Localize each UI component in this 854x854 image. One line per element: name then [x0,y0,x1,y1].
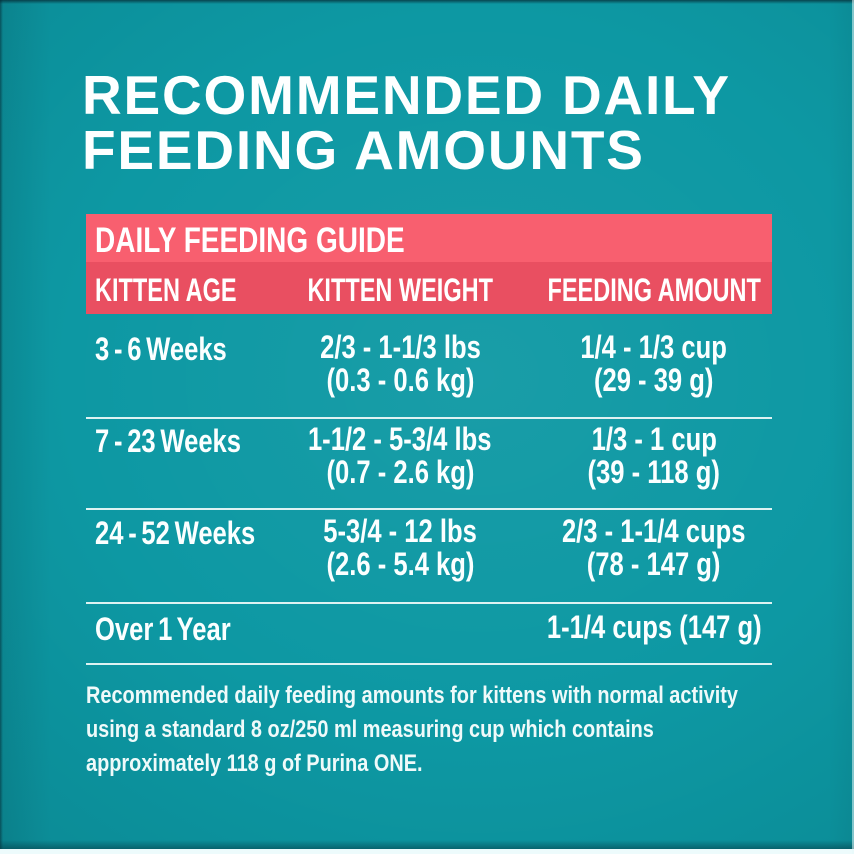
row1-amount-g: (29 - 39 g) [594,362,714,398]
row2-age: 7 - 23 Weeks [95,423,242,459]
photo-edge-bottom-shadow [0,840,854,849]
photo-edge-left [0,0,3,854]
row3-weight-kg: (2.6 - 5.4 kg) [326,546,474,582]
footnote: Recommended daily feeding amounts for ki… [86,679,854,781]
table-row-4: Over 1 Year 1-1/4 cups (147 g) [86,611,772,648]
footnote-line1: Recommended daily feeding amounts for ki… [86,682,738,709]
footnote-line3: approximately 118 g of Purina ONE. [86,750,423,777]
row1-amount-cups: 1/4 - 1/3 cup [580,329,728,365]
page-title-line2: FEEDING AMOUNTS [82,119,645,181]
row2-amount-g: (39 - 118 g) [587,454,721,490]
row3-amount-cups: 2/3 - 1-1/4 cups [562,513,746,549]
column-header-kitten-weight: KITTEN WEIGHT [307,271,493,308]
row-separator-2 [86,508,772,510]
guide-table-body: 3 - 6 Weeks 2/3 - 1-1/3 lbs (0.3 - 0.6 kg… [86,314,772,665]
guide-banner-title: DAILY FEEDING GUIDE [95,221,405,260]
photo-edge-bottom-highlight [0,849,854,854]
photo-edge-right [852,0,854,854]
row4-age: Over 1 Year [95,611,231,647]
page-title: RECOMMENDED DAILY FEEDING AMOUNTS [82,68,731,178]
row4-amount-cups: 1-1/4 cups (147 g) [546,609,762,645]
table-row-3: 24 - 52 Weeks 5-3/4 - 12 lbs (2.6 - 5.4 k… [86,515,772,581]
row3-age: 24 - 52 Weeks [95,515,256,551]
row3-weight-lbs: 5-3/4 - 12 lbs [323,513,477,549]
page-title-line1: RECOMMENDED DAILY [82,64,731,126]
row2-weight-lbs: 1-1/2 - 5-3/4 lbs [308,421,492,457]
photo-edge-top [0,0,854,4]
row1-age: 3 - 6 Weeks [95,331,227,367]
table-row-1: 3 - 6 Weeks 2/3 - 1-1/3 lbs (0.3 - 0.6 kg… [86,331,772,397]
guide-column-headers: KITTEN AGE KITTEN WEIGHT FEEDING AMOUNT [86,262,772,314]
table-row-2: 7 - 23 Weeks 1-1/2 - 5-3/4 lbs (0.7 - 2.6… [86,423,772,489]
column-header-feeding-amount: FEEDING AMOUNT [547,271,761,308]
row-separator-4 [86,663,772,665]
row1-weight-lbs: 2/3 - 1-1/3 lbs [319,329,481,365]
row2-weight-kg: (0.7 - 2.6 kg) [326,454,474,490]
row-separator-3 [86,602,772,604]
row1-weight-kg: (0.3 - 0.6 kg) [326,362,474,398]
column-header-kitten-age: KITTEN AGE [95,271,237,308]
row3-amount-g: (78 - 147 g) [587,546,721,582]
guide-banner: DAILY FEEDING GUIDE [86,214,772,262]
footnote-line2: using a standard 8 oz/250 ml measuring c… [86,716,654,743]
row-separator-1 [86,417,772,419]
row2-amount-cups: 1/3 - 1 cup [591,421,717,457]
